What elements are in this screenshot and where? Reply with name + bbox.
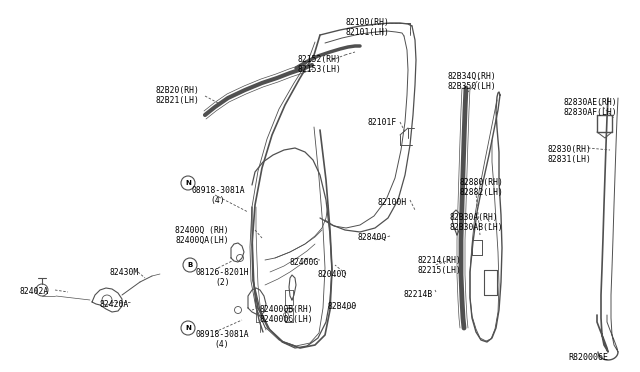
Text: 82400G: 82400G bbox=[290, 258, 319, 267]
Text: R820006E: R820006E bbox=[568, 353, 608, 362]
Text: 82100H: 82100H bbox=[378, 198, 407, 207]
Text: (4): (4) bbox=[210, 196, 225, 205]
Text: 82430M: 82430M bbox=[110, 268, 140, 277]
Text: (2): (2) bbox=[215, 278, 230, 287]
Text: N: N bbox=[185, 325, 191, 331]
Circle shape bbox=[183, 258, 197, 272]
Text: B: B bbox=[188, 262, 193, 268]
Text: 08918-3081A: 08918-3081A bbox=[192, 186, 246, 195]
Text: 82B400: 82B400 bbox=[328, 302, 357, 311]
Text: 82840Q: 82840Q bbox=[358, 233, 387, 242]
Text: 82101F: 82101F bbox=[368, 118, 397, 127]
Text: 82B20(RH): 82B20(RH) bbox=[155, 86, 199, 95]
Text: 82400QB(RH): 82400QB(RH) bbox=[260, 305, 314, 314]
Circle shape bbox=[181, 321, 195, 335]
Text: 82830(RH): 82830(RH) bbox=[548, 145, 592, 154]
Text: 82B34Q(RH): 82B34Q(RH) bbox=[448, 72, 497, 81]
Text: 82153(LH): 82153(LH) bbox=[298, 65, 342, 74]
Text: 82152(RH): 82152(RH) bbox=[298, 55, 342, 64]
Text: 82214(RH): 82214(RH) bbox=[418, 256, 462, 265]
Text: 82400QC(LH): 82400QC(LH) bbox=[260, 315, 314, 324]
Text: 82400QA(LH): 82400QA(LH) bbox=[175, 236, 228, 245]
Text: 82100(RH): 82100(RH) bbox=[345, 18, 389, 27]
Text: 82214B: 82214B bbox=[404, 290, 433, 299]
Text: 82830AE(RH): 82830AE(RH) bbox=[564, 98, 618, 107]
Text: 82B30A(RH): 82B30A(RH) bbox=[450, 213, 499, 222]
Text: 82882(LH): 82882(LH) bbox=[459, 188, 503, 197]
Text: 82880(RH): 82880(RH) bbox=[459, 178, 503, 187]
Text: 82402A: 82402A bbox=[20, 287, 49, 296]
Text: 82B21(LH): 82B21(LH) bbox=[155, 96, 199, 105]
Text: 82830AF(LH): 82830AF(LH) bbox=[564, 108, 618, 117]
Text: 82420A: 82420A bbox=[100, 300, 129, 309]
Text: 82215(LH): 82215(LH) bbox=[418, 266, 462, 275]
Text: 82040Q: 82040Q bbox=[318, 270, 348, 279]
Text: 82B30AB(LH): 82B30AB(LH) bbox=[450, 223, 504, 232]
Text: 82400Q (RH): 82400Q (RH) bbox=[175, 226, 228, 235]
Circle shape bbox=[181, 176, 195, 190]
Text: (4): (4) bbox=[214, 340, 228, 349]
Text: N: N bbox=[185, 180, 191, 186]
Text: 82101(LH): 82101(LH) bbox=[345, 28, 389, 37]
Text: 08126-8201H: 08126-8201H bbox=[196, 268, 250, 277]
Text: 82B35Q(LH): 82B35Q(LH) bbox=[448, 82, 497, 91]
Text: 82831(LH): 82831(LH) bbox=[548, 155, 592, 164]
Text: 08918-3081A: 08918-3081A bbox=[196, 330, 250, 339]
